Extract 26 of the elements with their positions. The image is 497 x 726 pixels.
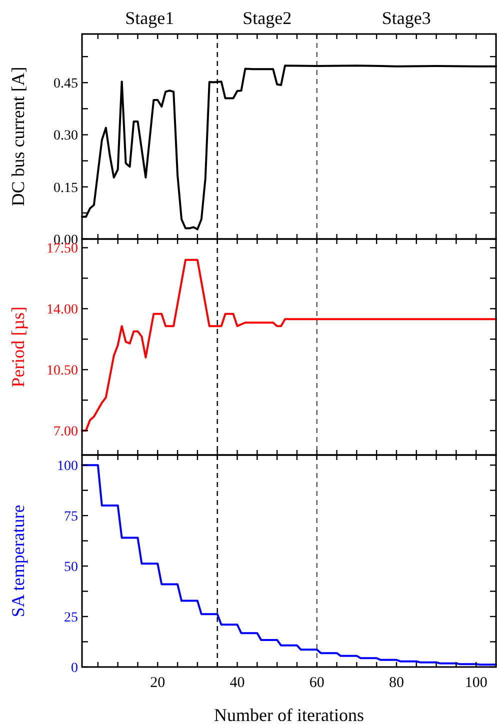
x-tick-label: 20 bbox=[150, 675, 166, 691]
x-tick-label: 80 bbox=[388, 675, 404, 691]
x-axis-title: Number of iterations bbox=[214, 705, 364, 725]
y-tick-label: 100 bbox=[57, 458, 78, 474]
x-tick-label: 100 bbox=[464, 675, 488, 691]
y-tick-label: 50 bbox=[64, 560, 78, 575]
y-tick-label: 14.00 bbox=[46, 302, 78, 318]
x-tick-label: 40 bbox=[230, 675, 245, 691]
line-series bbox=[81, 258, 497, 432]
y-axis-title: DC bus current [A] bbox=[8, 66, 28, 206]
line-series bbox=[81, 464, 497, 666]
y-axis-title: SA temperature bbox=[8, 504, 28, 618]
y-axis-title: Period [µs] bbox=[8, 306, 28, 388]
y-tick-label: 0.30 bbox=[54, 128, 78, 144]
y-tick-label: 0.15 bbox=[54, 180, 78, 196]
y-tick-label: 0.45 bbox=[54, 76, 78, 92]
x-tick-label: 60 bbox=[309, 675, 324, 691]
y-tick-label: 7.00 bbox=[54, 424, 78, 440]
y-tick-label: 10.50 bbox=[46, 364, 78, 379]
text: Stage2 bbox=[242, 8, 292, 28]
y-tick-label: 17.50 bbox=[46, 242, 78, 257]
text: Stage3 bbox=[382, 8, 431, 28]
y-tick-label: 0 bbox=[71, 660, 78, 676]
text: Stage1 bbox=[125, 8, 174, 28]
y-tick-label: 25 bbox=[64, 610, 78, 626]
y-tick-label: 75 bbox=[64, 509, 78, 524]
